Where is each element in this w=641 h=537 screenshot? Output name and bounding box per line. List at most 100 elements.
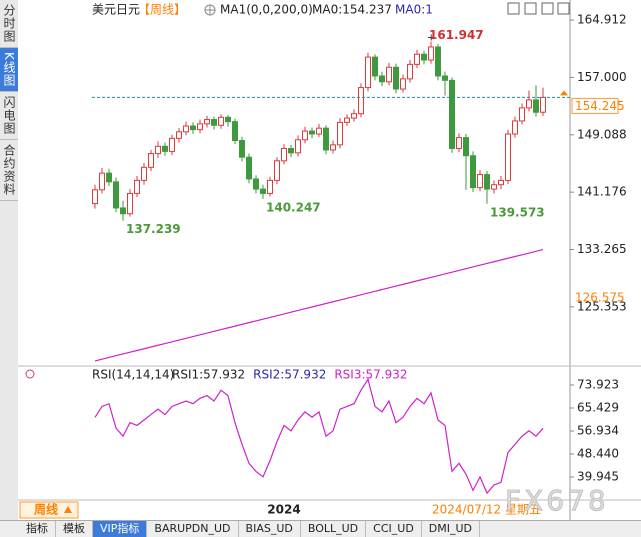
gear-icon[interactable] <box>25 369 35 379</box>
sidebar-tab[interactable]: 合约资料 <box>0 140 18 201</box>
price-label: 154.245 <box>575 99 625 113</box>
candle-body <box>155 145 161 155</box>
candle-body <box>533 99 539 113</box>
y-tick-label: 73.923 <box>577 377 619 391</box>
candle-body <box>379 75 385 83</box>
candle-body <box>141 166 147 181</box>
toolbar-tab[interactable]: DMI_UD <box>422 521 481 537</box>
watermark: FX678 <box>505 484 609 517</box>
low-label: 140.247 <box>266 200 321 214</box>
candle-body <box>260 188 266 194</box>
toolbar-tab[interactable]: 模板 <box>56 521 93 537</box>
candle-body <box>477 174 483 189</box>
high-label: 161.947 <box>429 28 484 42</box>
candle-body <box>498 179 504 186</box>
price-arrow <box>560 90 568 96</box>
indicator-title: RSI(14,14,14) <box>92 368 174 382</box>
y-tick-label: 56.934 <box>577 423 619 437</box>
candle-body <box>491 184 497 190</box>
candle-body <box>470 155 476 189</box>
legend-entry: RSI3:57.932 <box>334 368 407 382</box>
candle-body <box>407 63 413 80</box>
legend-entry: RSI2:57.932 <box>253 368 326 382</box>
icon[interactable] <box>541 2 554 15</box>
candle-body <box>176 131 182 139</box>
candle-body <box>302 130 308 141</box>
sidebar-tab[interactable]: 分时图 <box>0 0 18 48</box>
legend-entry: MA1(0,0,200,0) <box>220 3 313 17</box>
candle-body <box>309 130 315 135</box>
y-tick-label: 39.945 <box>577 469 619 483</box>
candle-body <box>393 66 399 90</box>
candle-body <box>274 160 280 181</box>
toolbar-tab[interactable]: 指标 <box>0 521 56 537</box>
y-tick-label: 149.088 <box>577 127 627 141</box>
y-tick-label: 157.000 <box>577 70 627 84</box>
sidebar-tab[interactable]: K线图 <box>0 48 18 92</box>
candle-body <box>456 137 462 149</box>
high-marker: + <box>427 33 435 44</box>
candle-body <box>162 145 168 152</box>
low-label: 137.239 <box>126 222 181 236</box>
candle-body <box>113 181 119 209</box>
candle-body <box>127 192 133 215</box>
sidebar: 分时图 K线图 闪电图 合约资料 <box>0 0 18 520</box>
candle-body <box>449 79 455 149</box>
candle-body <box>225 116 231 123</box>
candle-body <box>295 139 301 154</box>
period-label: 【周线】 <box>138 3 186 17</box>
price-box <box>571 97 619 114</box>
toolbar-tab[interactable]: VIP指标 <box>93 521 148 537</box>
candle-body <box>288 147 294 154</box>
y-tick-label: 164.912 <box>577 13 627 27</box>
header-note: MA0:154.237 <box>312 3 392 17</box>
icon[interactable] <box>524 2 537 15</box>
candle-body <box>316 127 322 135</box>
header-note: MA0:1 <box>395 3 433 17</box>
candle-body <box>337 121 343 146</box>
icon[interactable] <box>507 2 520 15</box>
candle-body <box>428 46 434 61</box>
y-tick-label: 141.176 <box>577 185 627 199</box>
toolbar-tab[interactable]: BOLL_UD <box>301 521 367 537</box>
candle-body <box>330 144 336 151</box>
candle-body <box>239 140 245 158</box>
y-tick-label: 125.353 <box>577 299 627 313</box>
candle-body <box>232 121 238 142</box>
candle-body <box>358 87 364 115</box>
candle-body <box>414 53 420 65</box>
candle-body <box>526 99 532 109</box>
y-tick-label: 65.429 <box>577 400 619 414</box>
candle-body <box>267 179 273 194</box>
chart-title: 美元日元 <box>92 3 140 17</box>
toolbar: 指标 模板 VIP指标 BARUPDN_UD BIAS_UD BOLL_UD C… <box>0 520 641 537</box>
candle-body <box>253 178 259 190</box>
candle-body <box>484 174 490 190</box>
candle-body <box>197 123 203 131</box>
period-button[interactable] <box>19 501 79 519</box>
sidebar-tab[interactable]: 闪电图 <box>0 92 18 140</box>
candle-body <box>351 113 357 119</box>
toolbar-tab[interactable]: BARUPDN_UD <box>147 521 239 537</box>
candle-body <box>519 107 525 122</box>
candle-body <box>386 66 392 83</box>
candle-body <box>148 153 154 168</box>
toolbar-tab[interactable]: CCI_UD <box>366 521 422 537</box>
candle-body <box>435 46 441 77</box>
candle-body <box>106 172 112 183</box>
x-tick-label: 2024 <box>267 503 300 517</box>
marker-label: 126.575 <box>575 291 625 305</box>
candle-body <box>99 172 105 191</box>
window-icons <box>507 2 570 15</box>
candle-body <box>372 56 378 77</box>
candle-body <box>421 53 427 61</box>
icon[interactable] <box>557 2 570 15</box>
candle-body <box>400 78 406 90</box>
candle-body <box>92 189 98 205</box>
candle-body <box>365 56 371 89</box>
period-button-label[interactable]: 周线 <box>34 502 58 517</box>
period-arrow <box>64 506 72 513</box>
toolbar-tab[interactable]: BIAS_UD <box>239 521 301 537</box>
